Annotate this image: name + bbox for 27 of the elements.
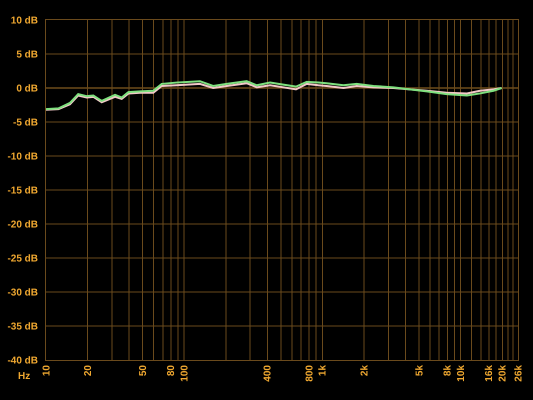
x-tick-label: 20k	[498, 364, 508, 382]
y-tick-label: -10 dB	[7, 152, 38, 162]
x-tick-label: 8k	[442, 364, 454, 376]
y-tick-label: 10 dB	[10, 16, 38, 26]
y-tick-label: -40 dB	[7, 356, 38, 366]
x-tick-label: 800	[304, 364, 316, 382]
y-tick-label: 0 dB	[16, 84, 38, 94]
x-tick-label: 10k	[456, 364, 467, 382]
x-tick-label: 20	[82, 364, 94, 376]
x-tick-label: 400	[262, 364, 274, 382]
y-tick-label: -30 dB	[7, 288, 38, 298]
x-tick-label: 16k	[484, 364, 496, 382]
x-tick-label: 100	[179, 364, 190, 382]
x-tick-label: 5k	[414, 364, 426, 376]
y-tick-label: 5 dB	[16, 50, 38, 60]
x-tick-label: 10	[41, 364, 52, 376]
x-tick-label: 1k	[318, 364, 329, 376]
x-tick-label: 26k	[513, 364, 524, 382]
x-tick-label: 2k	[359, 364, 370, 376]
y-tick-label: -5 dB	[13, 118, 38, 128]
x-tick-label: 50	[138, 364, 149, 376]
x-axis-title: Hz	[18, 371, 30, 382]
y-tick-label: -25 dB	[7, 254, 38, 264]
y-tick-label: -35 dB	[7, 322, 38, 332]
y-tick-label: -20 dB	[7, 220, 38, 230]
x-tick-label: 80	[166, 364, 178, 376]
y-tick-label: -15 dB	[7, 186, 38, 196]
